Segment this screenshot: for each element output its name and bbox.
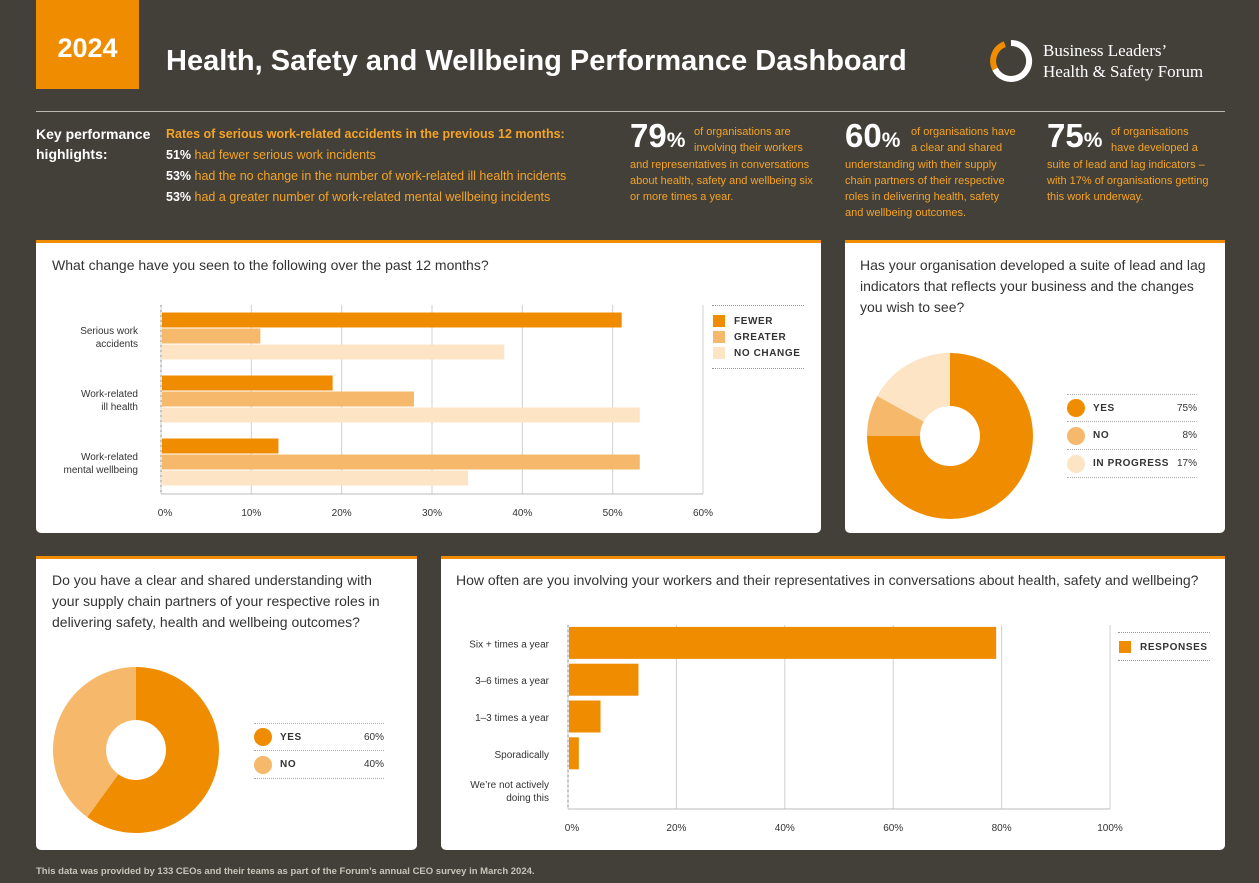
legend-row: YES 75% <box>1067 394 1197 422</box>
legend-row: NO 8% <box>1067 422 1197 450</box>
bar <box>569 737 579 770</box>
accident-rates: Rates of serious work-related accidents … <box>166 124 606 208</box>
category-label: Work-related <box>81 389 138 400</box>
rate-text: had the no change in the number of work-… <box>194 169 567 183</box>
chart-question: What change have you seen to the followi… <box>52 257 489 273</box>
chart-legend: RESPONSES <box>1118 632 1210 661</box>
x-tick-label: 40% <box>775 823 795 834</box>
supply-chain-donut <box>53 667 220 833</box>
stat-number: 75% <box>1047 117 1103 154</box>
frequency-panel: How often are you involving your workers… <box>441 556 1225 850</box>
x-tick-label: 50% <box>603 508 623 519</box>
donut-slice <box>87 667 220 833</box>
chart-question: Do you have a clear and shared understan… <box>52 572 380 630</box>
change-chart-panel: What change have you seen to the followi… <box>36 240 821 533</box>
x-tick-label: 100% <box>1097 823 1123 834</box>
bar <box>162 328 261 344</box>
bar <box>569 626 997 659</box>
bar <box>162 454 640 470</box>
page-title: Health, Safety and Wellbeing Performance… <box>166 45 907 77</box>
donut-slice <box>867 353 1033 519</box>
category-label: mental wellbeing <box>64 465 139 476</box>
rate-pct: 51% <box>166 148 192 162</box>
legend-swatch <box>713 315 725 327</box>
stat-indicators: 75% of organisations have developed a su… <box>1047 117 1209 204</box>
bar <box>162 344 505 360</box>
rate-pct: 53% <box>166 169 192 183</box>
x-tick-label: 0% <box>158 508 173 519</box>
bar <box>162 375 333 391</box>
bar <box>162 407 640 423</box>
rate-row: 51% had fewer serious work incidents <box>166 145 606 166</box>
legend-swatch <box>713 331 725 343</box>
category-label: doing this <box>506 793 549 804</box>
x-tick-label: 0% <box>565 823 580 834</box>
donut-slice <box>877 353 950 422</box>
category-label: 1–3 times a year <box>475 713 550 724</box>
bar <box>162 470 469 486</box>
donut-slice <box>867 396 924 436</box>
legend-row: IN PROGRESS 17% <box>1067 450 1197 478</box>
x-tick-label: 80% <box>992 823 1012 834</box>
rates-heading: Rates of serious work-related accidents … <box>166 127 565 141</box>
legend-swatch <box>1119 641 1131 653</box>
legend-item: NO CHANGE <box>713 347 801 359</box>
logo-line-2: Health & Safety Forum <box>1043 62 1204 81</box>
rate-text: had fewer serious work incidents <box>194 148 376 162</box>
legend-row: NO 40% <box>254 751 384 779</box>
rate-pct: 53% <box>166 190 192 204</box>
bar <box>162 312 622 328</box>
indicators-donut <box>867 353 1033 519</box>
x-tick-label: 60% <box>693 508 713 519</box>
legend-item: GREATER <box>713 331 786 343</box>
frequency-bar-chart: 0% 20% 40% 60% 80% 100% Six + times a year 3–6 … <box>469 625 1123 834</box>
bar <box>162 438 279 454</box>
bar <box>569 663 639 696</box>
category-label: Work-related <box>81 452 138 463</box>
forum-logo: Business Leaders’ Health & Safety Forum <box>988 38 1228 86</box>
rate-row: 53% had the no change in the number of w… <box>166 166 606 187</box>
logo-ring-icon <box>990 39 1033 82</box>
x-tick-label: 40% <box>512 508 532 519</box>
x-tick-label: 30% <box>422 508 442 519</box>
chart-question: Has your organisation developed a suite … <box>860 257 1206 315</box>
legend-swatch <box>713 347 725 359</box>
x-tick-label: 10% <box>241 508 261 519</box>
stat-number: 60% <box>845 117 901 154</box>
legend-item: RESPONSES <box>1119 641 1208 653</box>
category-label: ill health <box>101 402 138 413</box>
footer-note: This data was provided by 133 CEOs and t… <box>36 866 535 877</box>
supply-chain-panel: Do you have a clear and shared understan… <box>36 556 417 850</box>
chart-legend: FEWER GREATER NO CHANGE <box>712 305 804 369</box>
x-tick-label: 20% <box>332 508 352 519</box>
category-label: Sporadically <box>495 750 549 761</box>
x-tick-label: 60% <box>883 823 903 834</box>
stat-involvement: 79% of organisations are involving their… <box>630 117 813 204</box>
logo-line-1: Business Leaders’ <box>1043 41 1168 60</box>
rate-row: 53% had a greater number of work-related… <box>166 187 606 208</box>
x-tick-label: 20% <box>666 823 686 834</box>
stat-supply-chain: 60% of organisations have a clear and sh… <box>845 117 1016 220</box>
category-label: accidents <box>96 339 138 350</box>
category-label: We’re not actively <box>470 780 549 791</box>
header-divider <box>36 111 1225 112</box>
rate-text: had a greater number of work-related men… <box>194 190 551 204</box>
stat-number: 79% <box>630 117 686 154</box>
indicators-panel: Has your organisation developed a suite … <box>845 240 1225 533</box>
legend-row: YES 60% <box>254 723 384 751</box>
bar <box>162 391 414 407</box>
category-label: Six + times a year <box>469 639 549 650</box>
bar <box>569 700 601 733</box>
year-badge: 2024 <box>36 0 139 89</box>
change-bar-chart: 0% 10% 20% 30% 40% 50% 60% Serious work accident… <box>64 305 713 519</box>
highlights-label: Key performance highlights: <box>36 126 151 162</box>
category-label: Serious work <box>80 326 139 337</box>
category-label: 3–6 times a year <box>475 676 550 687</box>
donut-slice <box>53 667 136 818</box>
chart-question: How often are you involving your workers… <box>456 572 1199 588</box>
legend-item: FEWER <box>713 315 773 327</box>
